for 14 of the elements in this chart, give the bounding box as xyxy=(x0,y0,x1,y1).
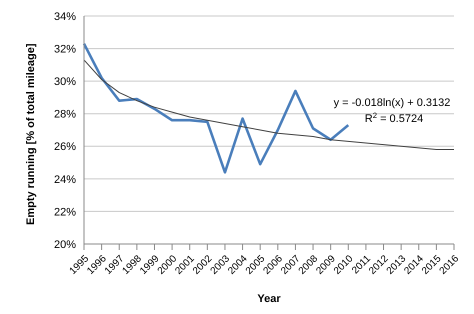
y-tick-label: 32% xyxy=(54,43,76,56)
annotation: y = -0.018ln(x) + 0.3132 xyxy=(334,97,450,109)
y-tick-label: 24% xyxy=(54,174,76,186)
y-tick-label: 22% xyxy=(54,206,76,218)
line-series xyxy=(82,42,350,174)
line-series xyxy=(84,59,454,150)
y-tick-label: 26% xyxy=(54,141,76,154)
y-axis-title: Empty running [% of total mileage] xyxy=(24,43,37,225)
y-tick-label: 34% xyxy=(54,10,76,23)
y-tick-label: 20% xyxy=(54,238,76,251)
y-tick-label: 30% xyxy=(54,76,76,88)
y-tick-label: 28% xyxy=(54,108,76,121)
annotation: R$^{2}$ = 0.5724 xyxy=(364,110,424,125)
x-axis-title: Year xyxy=(257,293,282,305)
